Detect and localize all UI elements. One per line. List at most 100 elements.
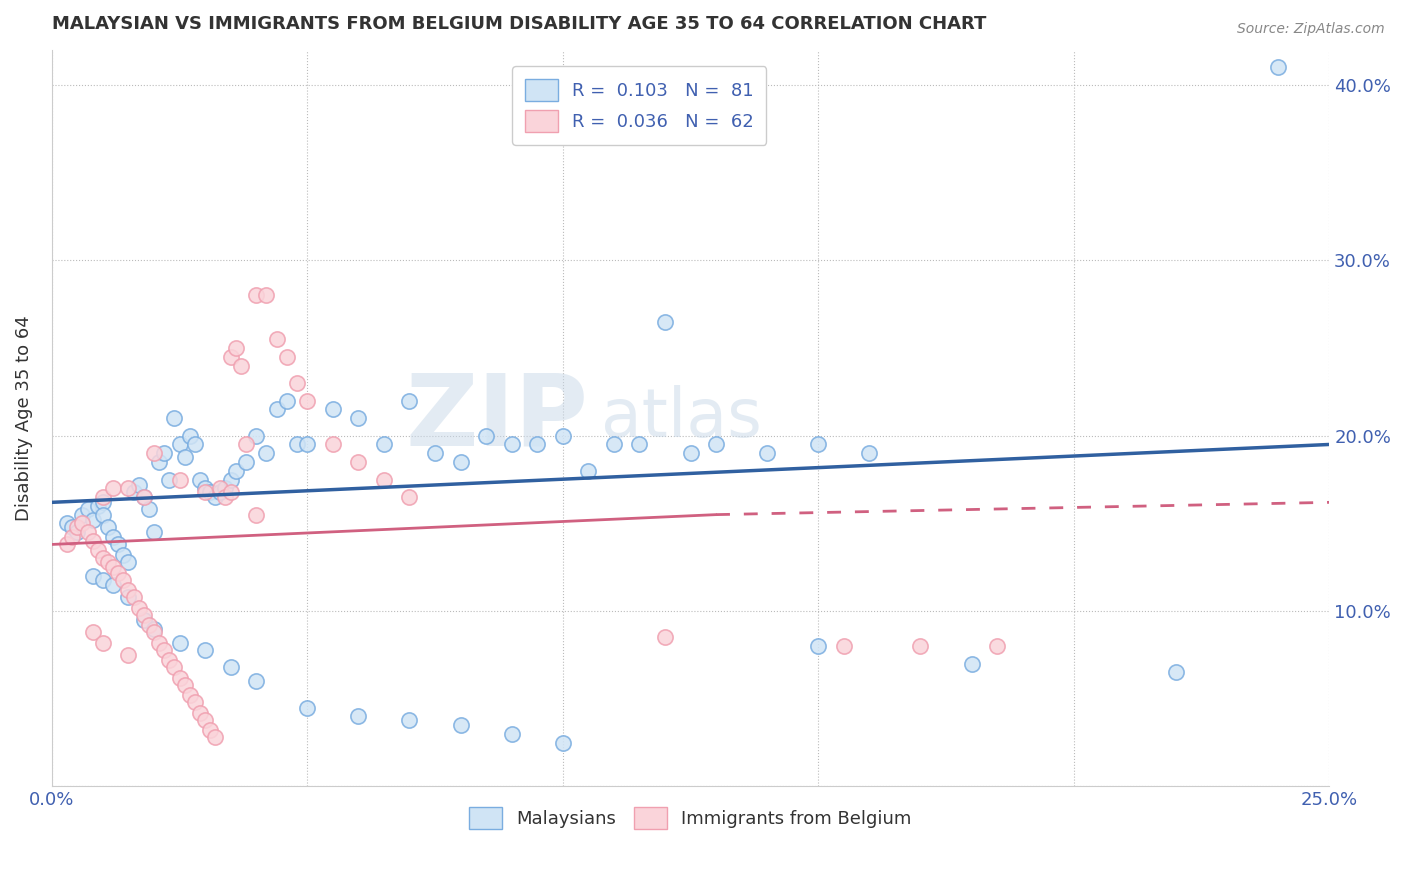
- Point: [72, 516, 94, 531]
- Point: [91, 635, 114, 649]
- Text: MALAYSIAN VS IMMIGRANTS FROM BELGIUM DISABILITY AGE 35 TO 64 CORRELATION CHART: MALAYSIAN VS IMMIGRANTS FROM BELGIUM DIS…: [52, 15, 986, 33]
- Point: [209, 484, 232, 499]
- Point: [209, 481, 232, 495]
- Point: [654, 631, 676, 645]
- Point: [66, 525, 89, 540]
- Point: [72, 508, 94, 522]
- Point: [266, 332, 288, 346]
- Point: [101, 530, 124, 544]
- Point: [153, 642, 176, 657]
- Point: [347, 455, 370, 469]
- Point: [245, 508, 267, 522]
- Point: [276, 350, 298, 364]
- Point: [184, 695, 207, 709]
- Text: Source: ZipAtlas.com: Source: ZipAtlas.com: [1237, 22, 1385, 37]
- Point: [373, 437, 395, 451]
- Point: [148, 455, 170, 469]
- Point: [91, 495, 114, 509]
- Point: [169, 473, 191, 487]
- Point: [194, 484, 217, 499]
- Point: [60, 520, 83, 534]
- Point: [142, 446, 165, 460]
- Point: [179, 688, 201, 702]
- Point: [398, 393, 420, 408]
- Point: [169, 671, 191, 685]
- Point: [704, 437, 727, 451]
- Point: [173, 678, 195, 692]
- Point: [56, 537, 79, 551]
- Point: [132, 490, 155, 504]
- Point: [179, 428, 201, 442]
- Point: [188, 706, 211, 720]
- Point: [157, 653, 180, 667]
- Point: [245, 674, 267, 689]
- Point: [679, 446, 702, 460]
- Point: [551, 428, 574, 442]
- Point: [117, 648, 139, 662]
- Point: [245, 288, 267, 302]
- Point: [194, 481, 217, 495]
- Point: [986, 639, 1008, 653]
- Point: [219, 473, 242, 487]
- Point: [526, 437, 548, 451]
- Point: [198, 484, 221, 499]
- Point: [173, 450, 195, 464]
- Point: [117, 590, 139, 604]
- Point: [807, 437, 830, 451]
- Point: [97, 555, 120, 569]
- Point: [82, 513, 104, 527]
- Point: [128, 478, 150, 492]
- Point: [97, 520, 120, 534]
- Point: [163, 411, 186, 425]
- Point: [112, 548, 135, 562]
- Point: [91, 508, 114, 522]
- Point: [225, 464, 247, 478]
- Point: [450, 455, 472, 469]
- Point: [101, 578, 124, 592]
- Point: [132, 607, 155, 622]
- Point: [398, 713, 420, 727]
- Point: [91, 551, 114, 566]
- Point: [142, 625, 165, 640]
- Point: [229, 359, 252, 373]
- Point: [254, 288, 277, 302]
- Point: [297, 437, 319, 451]
- Point: [194, 713, 217, 727]
- Point: [87, 499, 110, 513]
- Text: atlas: atlas: [602, 385, 762, 451]
- Point: [91, 490, 114, 504]
- Point: [101, 481, 124, 495]
- Point: [225, 341, 247, 355]
- Point: [148, 635, 170, 649]
- Point: [235, 455, 257, 469]
- Point: [347, 411, 370, 425]
- Point: [858, 446, 880, 460]
- Point: [56, 516, 79, 531]
- Y-axis label: Disability Age 35 to 64: Disability Age 35 to 64: [15, 315, 32, 521]
- Point: [91, 573, 114, 587]
- Point: [219, 660, 242, 674]
- Point: [214, 490, 236, 504]
- Point: [82, 533, 104, 548]
- Point: [501, 437, 523, 451]
- Point: [153, 446, 176, 460]
- Point: [1267, 61, 1289, 75]
- Point: [960, 657, 983, 671]
- Legend: Malaysians, Immigrants from Belgium: Malaysians, Immigrants from Belgium: [463, 800, 920, 837]
- Point: [204, 731, 226, 745]
- Point: [832, 639, 855, 653]
- Point: [214, 481, 236, 495]
- Point: [450, 718, 472, 732]
- Point: [157, 473, 180, 487]
- Point: [82, 625, 104, 640]
- Point: [117, 555, 139, 569]
- Point: [107, 537, 129, 551]
- Point: [138, 502, 160, 516]
- Point: [76, 502, 98, 516]
- Point: [82, 569, 104, 583]
- Point: [169, 437, 191, 451]
- Point: [60, 530, 83, 544]
- Point: [756, 446, 779, 460]
- Point: [276, 393, 298, 408]
- Point: [322, 437, 344, 451]
